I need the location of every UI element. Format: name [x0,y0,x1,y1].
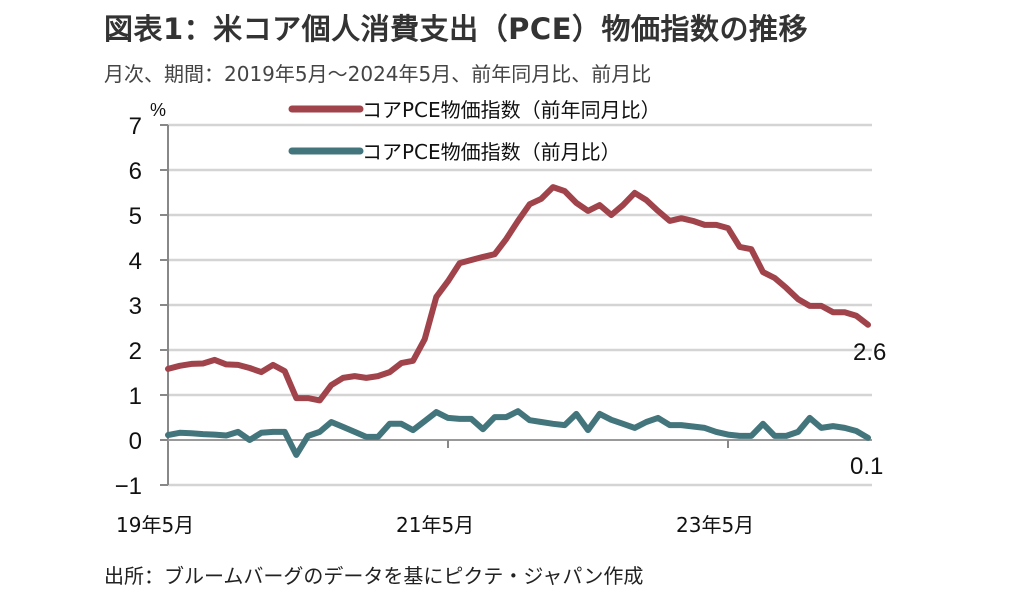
x-axis-ticks: 19年5月 21年5月 23年5月 [116,440,754,537]
legend-item-yoy: コアPCE物価指数（前年同月比） [288,98,661,122]
series-line-mom [165,408,871,458]
y-axis-ticks: −1 0 1 2 3 4 5 6 7 [115,113,168,500]
y-tick-label: 5 [129,203,142,230]
chart-subtitle: 月次、期間：2019年5月～2024年5月、前年同月比、前月比 [104,62,652,86]
x-tick-label: 19年5月 [116,513,194,537]
series-lines [165,184,871,458]
legend-label-mom: コアPCE物価指数（前月比） [362,140,621,164]
series-line-yoy [165,184,871,404]
legend-label-yoy: コアPCE物価指数（前年同月比） [362,98,661,122]
x-tick-label: 23年5月 [676,513,754,537]
end-label-mom: 0.1 [850,453,883,480]
x-tick-label: 21年5月 [396,513,474,537]
y-tick-label: 7 [129,113,142,140]
y-axis-unit-label: % [150,100,166,120]
y-tick-label: 1 [129,383,142,410]
end-label-yoy: 2.6 [853,339,886,366]
y-tick-label: 6 [129,158,142,185]
y-tick-label: −1 [115,473,142,500]
chart-title: 図表1：米コア個人消費支出（PCE）物価指数の推移 [104,12,809,46]
y-tick-label: 2 [129,338,142,365]
legend: コアPCE物価指数（前年同月比） コアPCE物価指数（前月比） [288,98,661,164]
gridlines [168,123,872,487]
source-note: 出所：ブルームバーグのデータを基にピクテ・ジャパン作成 [104,564,644,588]
y-tick-label: 0 [129,428,142,455]
y-tick-label: 4 [129,248,142,275]
y-tick-label: 3 [129,293,142,320]
legend-item-mom: コアPCE物価指数（前月比） [288,140,621,164]
